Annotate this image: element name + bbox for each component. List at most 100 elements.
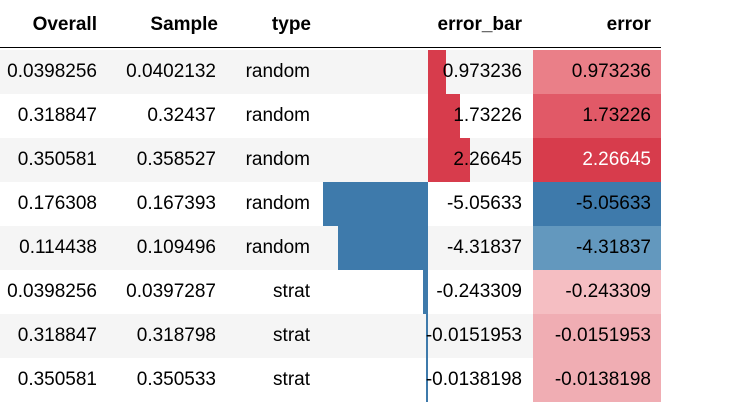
cell-error-text: -0.243309: [565, 281, 651, 302]
table-row: 0.0398256 0.0402132 random 0.973236 0.973236: [0, 50, 661, 94]
cell-error-bar-text: -0.243309: [436, 281, 522, 302]
cell-sample-text: 0.109496: [136, 237, 216, 258]
table-row: 0.350581 0.358527 random 2.26645 2.26645: [0, 138, 661, 182]
cell-error: 0.973236: [533, 50, 661, 94]
cell-error-bar: -0.243309: [322, 270, 528, 314]
styled-dataframe: Overall Sample type error_bar error 0.03…: [0, 0, 661, 402]
cell-type: strat: [228, 270, 316, 314]
cell-error-bar-text: 1.73226: [453, 105, 522, 126]
cell-error: -0.0151953: [533, 314, 661, 358]
error-bar-mark: [323, 182, 428, 226]
cell-type: strat: [228, 314, 316, 358]
cell-sample: 0.32437: [108, 94, 222, 138]
cell-overall-text: 0.350581: [17, 369, 97, 390]
cell-sample: 0.318798: [108, 314, 222, 358]
header-overall: Overall: [32, 14, 97, 35]
cell-sample-text: 0.318798: [136, 325, 216, 346]
cell-sample-text: 0.0402132: [126, 61, 216, 82]
cell-type-text: random: [245, 193, 310, 214]
cell-type: random: [228, 226, 316, 270]
cell-overall: 0.114438: [0, 226, 103, 270]
header-type: type: [271, 14, 311, 35]
cell-overall-text: 0.318847: [17, 105, 97, 126]
cell-error-bar-text: 0.973236: [442, 61, 522, 82]
cell-sample-text: 0.0397287: [126, 281, 216, 302]
cell-type: random: [228, 94, 316, 138]
cell-error: -0.243309: [533, 270, 661, 314]
cell-error-text: 2.26645: [582, 149, 651, 170]
cell-sample: 0.350533: [108, 358, 222, 402]
cell-overall: 0.350581: [0, 138, 103, 182]
cell-type-text: random: [245, 61, 310, 82]
cell-error-text: 0.973236: [571, 61, 651, 82]
cell-error-text: -0.0138198: [554, 369, 651, 390]
error-bar-mark: [426, 314, 428, 358]
cell-error-bar-text: -5.05633: [446, 193, 522, 214]
cell-type: random: [228, 50, 316, 94]
cell-overall: 0.318847: [0, 314, 103, 358]
cell-sample: 0.358527: [108, 138, 222, 182]
cell-error-text: -0.0151953: [554, 325, 651, 346]
cell-error-bar-text: 2.26645: [453, 149, 522, 170]
cell-overall-text: 0.176308: [17, 193, 97, 214]
table-row: 0.114438 0.109496 random -4.31837 -4.31837: [0, 226, 661, 270]
cell-error: 1.73226: [533, 94, 661, 138]
cell-overall: 0.0398256: [0, 50, 103, 94]
cell-error-text: -5.05633: [575, 193, 651, 214]
cell-error: -0.0138198: [533, 358, 661, 402]
error-bar-mark: [428, 94, 461, 138]
table-row: 0.350581 0.350533 strat -0.0138198 -0.013819…: [0, 358, 661, 402]
cell-sample: 0.167393: [108, 182, 222, 226]
header-error: error: [606, 14, 651, 35]
cell-error-bar-text: -0.0151953: [425, 325, 522, 346]
cell-error-bar: 0.973236: [322, 50, 528, 94]
cell-overall: 0.176308: [0, 182, 103, 226]
cell-overall-text: 0.350581: [17, 149, 97, 170]
error-bar-mark: [428, 50, 447, 94]
table-row: 0.318847 0.32437 random 1.73226 1.73226: [0, 94, 661, 138]
cell-error: 2.26645: [533, 138, 661, 182]
cell-error-bar-text: -0.0138198: [425, 369, 522, 390]
cell-sample-text: 0.350533: [136, 369, 216, 390]
table-row: 0.318847 0.318798 strat -0.0151953 -0.015195…: [0, 314, 661, 358]
cell-overall-text: 0.114438: [19, 237, 97, 258]
cell-sample-text: 0.32437: [147, 105, 216, 126]
cell-error-bar: 2.26645: [322, 138, 528, 182]
cell-error: -5.05633: [533, 182, 661, 226]
cell-error-bar: 1.73226: [322, 94, 528, 138]
cell-overall-text: 0.0398256: [7, 281, 97, 302]
cell-error-bar: -0.0151953: [322, 314, 528, 358]
cell-error-bar-text: -4.31837: [446, 237, 522, 258]
cell-type-text: random: [245, 237, 310, 258]
cell-sample: 0.109496: [108, 226, 222, 270]
cell-type-text: random: [245, 149, 310, 170]
cell-type-text: random: [245, 105, 310, 126]
cell-overall: 0.0398256: [0, 270, 103, 314]
header-error-bar: error_bar: [437, 14, 523, 35]
cell-error: -4.31837: [533, 226, 661, 270]
error-bar-mark: [426, 358, 428, 402]
cell-type: strat: [228, 358, 316, 402]
cell-type-text: strat: [273, 281, 310, 302]
header-sample: Sample: [150, 14, 218, 35]
cell-overall-text: 0.0398256: [7, 61, 97, 82]
cell-type: random: [228, 182, 316, 226]
cell-error-bar: -0.0138198: [322, 358, 528, 402]
cell-error-bar: -5.05633: [322, 182, 528, 226]
cell-type: random: [228, 138, 316, 182]
cell-sample-text: 0.167393: [136, 193, 216, 214]
cell-error-bar: -4.31837: [322, 226, 528, 270]
table-row: 0.0398256 0.0397287 strat -0.243309 -0.24330…: [0, 270, 661, 314]
table-header: Overall Sample type error_bar error: [0, 0, 661, 48]
error-bar-mark: [428, 138, 470, 182]
cell-error-text: -4.31837: [575, 237, 651, 258]
cell-sample: 0.0402132: [108, 50, 222, 94]
cell-overall-text: 0.318847: [17, 325, 97, 346]
error-bar-mark: [422, 270, 428, 314]
cell-type-text: strat: [273, 325, 310, 346]
cell-error-text: 1.73226: [582, 105, 651, 126]
cell-type-text: strat: [273, 369, 310, 390]
cell-sample-text: 0.358527: [136, 149, 216, 170]
cell-overall: 0.350581: [0, 358, 103, 402]
cell-sample: 0.0397287: [108, 270, 222, 314]
